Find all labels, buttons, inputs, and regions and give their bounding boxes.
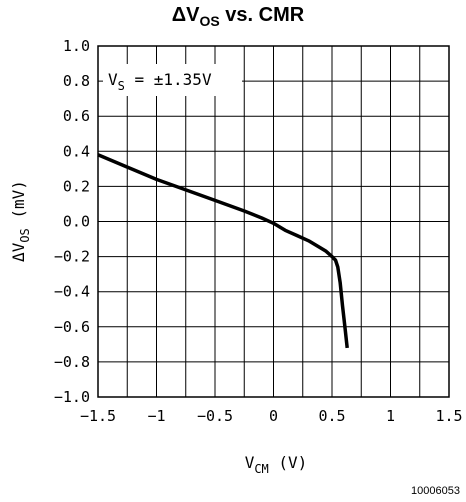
y-tick-label: 0.0 [63,213,90,231]
y-axis-label: ΔVOS (mV) [9,180,32,262]
annotation: VS = ±1.35V [103,64,242,96]
y-tick-labels: 1.0 0.8 0.6 0.4 0.2 0.0 −0.2 −0.4 −0.6 −0.8 −1.0 [54,37,90,406]
y-tick-label: 1.0 [63,37,90,55]
annotation-main: V [108,70,118,89]
annotation-text: VS = ±1.35V [108,70,212,93]
plot-frame [97,45,450,398]
y-tick-label: 0.4 [63,142,90,160]
y-label-unit: (mV) [9,180,28,228]
x-tick-label: 0 [269,407,278,425]
x-tick-label: −1.5 [80,407,116,425]
series-line [97,153,349,349]
x-tick-label: −0.5 [197,407,233,425]
annotation-box [103,64,242,96]
x-tick-label: 1.5 [435,407,462,425]
chart-title: ΔVOS vs. CMR [172,4,305,29]
x-tick-label: 0.5 [318,407,345,425]
title-suffix: vs. CMR [220,4,305,26]
x-tick-labels: −1.5 −1 −0.5 0 0.5 1 1.5 [80,407,463,425]
y-tick-label: −0.2 [54,248,90,266]
y-tick-label: 0.6 [63,107,90,125]
annotation-rest: = ±1.35V [125,70,212,89]
grid [98,46,449,397]
y-tick-label: −0.8 [54,353,90,371]
y-label-subscript: OS [18,228,32,242]
y-tick-label: −1.0 [54,388,90,406]
x-label-subscript: CM [254,462,268,476]
y-tick-label: 0.2 [63,177,90,195]
title-subscript: OS [200,13,220,29]
title-prefix: ΔV [172,4,200,26]
annotation-subscript: S [118,79,125,93]
x-tick-label: −1 [147,407,165,425]
x-label-main: V [245,453,255,472]
x-axis-label: VCM (V) [245,453,308,476]
figure-id: 10006053 [411,485,460,497]
y-tick-label: −0.6 [54,318,90,336]
y-label-main: ΔV [9,242,28,262]
series-layer [97,153,349,349]
x-label-unit: (V) [269,453,308,472]
y-tick-label: −0.4 [54,283,90,301]
x-tick-label: 1 [386,407,395,425]
y-tick-label: 0.8 [63,72,90,90]
